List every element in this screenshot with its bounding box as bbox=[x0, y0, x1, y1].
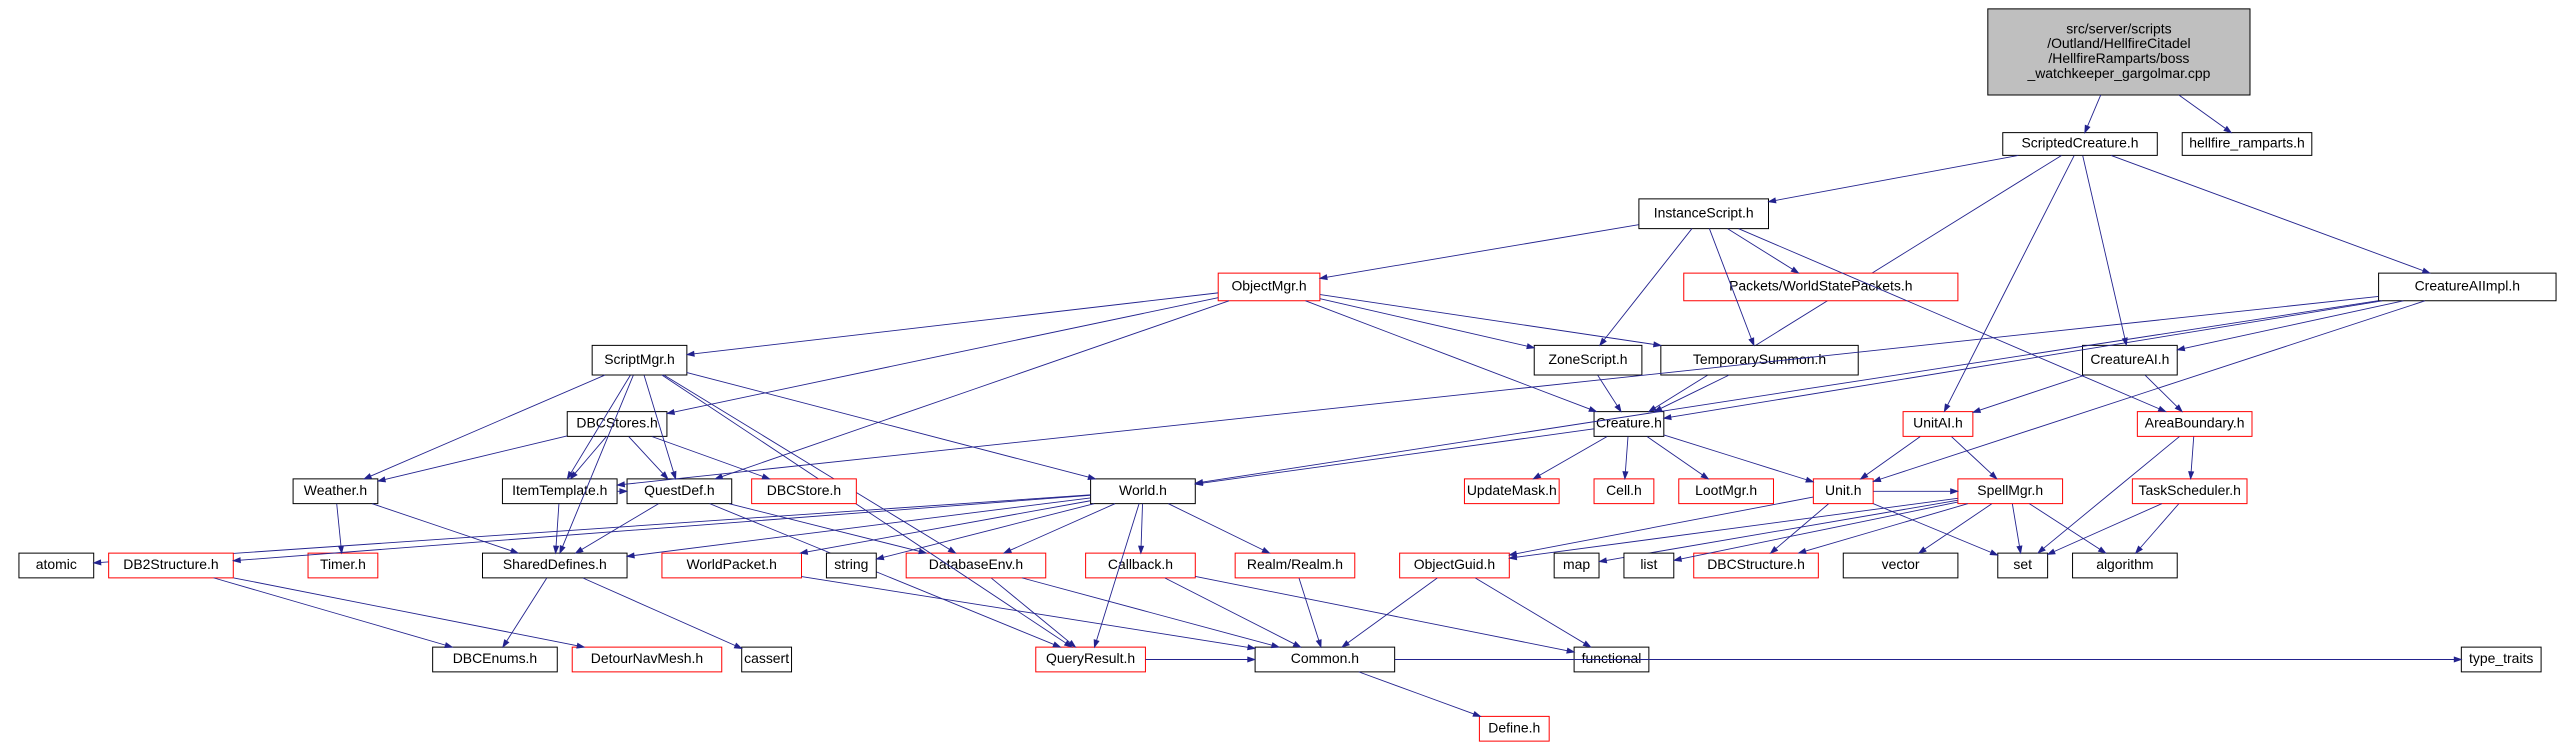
svg-text:algorithm: algorithm bbox=[2096, 556, 2153, 572]
svg-text:Unit.h: Unit.h bbox=[1825, 482, 1861, 498]
svg-text:Define.h: Define.h bbox=[1488, 719, 1540, 735]
svg-text:Cell.h: Cell.h bbox=[1606, 482, 1642, 498]
svg-text:string: string bbox=[834, 556, 868, 572]
svg-text:atomic: atomic bbox=[36, 556, 77, 572]
svg-text:Callback.h: Callback.h bbox=[1108, 556, 1173, 572]
svg-text:vector: vector bbox=[1882, 556, 1920, 572]
svg-text:World.h: World.h bbox=[1119, 482, 1167, 498]
svg-text:TaskScheduler.h: TaskScheduler.h bbox=[2139, 482, 2241, 498]
svg-text:AreaBoundary.h: AreaBoundary.h bbox=[2145, 415, 2245, 431]
svg-text:UpdateMask.h: UpdateMask.h bbox=[1467, 482, 1557, 498]
svg-text:LootMgr.h: LootMgr.h bbox=[1695, 482, 1757, 498]
svg-text:DB2Structure.h: DB2Structure.h bbox=[123, 556, 218, 572]
svg-text:SharedDefines.h: SharedDefines.h bbox=[503, 556, 607, 572]
svg-text:/HellfireRamparts/boss: /HellfireRamparts/boss bbox=[2048, 50, 2189, 66]
svg-text:CreatureAI.h: CreatureAI.h bbox=[2090, 351, 2169, 367]
svg-text:DBCStore.h: DBCStore.h bbox=[767, 482, 841, 498]
svg-text:ScriptMgr.h: ScriptMgr.h bbox=[604, 351, 675, 367]
svg-text:list: list bbox=[1640, 556, 1657, 572]
svg-text:Timer.h: Timer.h bbox=[320, 556, 366, 572]
svg-text:/Outland/HellfireCitadel: /Outland/HellfireCitadel bbox=[2047, 35, 2190, 51]
svg-text:QuestDef.h: QuestDef.h bbox=[644, 482, 715, 498]
svg-text:TemporarySummon.h: TemporarySummon.h bbox=[1693, 351, 1826, 367]
svg-text:type_traits: type_traits bbox=[2469, 650, 2533, 666]
svg-text:InstanceScript.h: InstanceScript.h bbox=[1654, 204, 1754, 220]
svg-text:ScriptedCreature.h: ScriptedCreature.h bbox=[2022, 135, 2139, 151]
svg-text:src/server/scripts: src/server/scripts bbox=[2066, 20, 2171, 36]
svg-text:DatabaseEnv.h: DatabaseEnv.h bbox=[929, 556, 1023, 572]
svg-text:SpellMgr.h: SpellMgr.h bbox=[1977, 482, 2043, 498]
svg-text:hellfire_ramparts.h: hellfire_ramparts.h bbox=[2189, 135, 2304, 151]
svg-text:Realm/Realm.h: Realm/Realm.h bbox=[1247, 556, 1343, 572]
svg-text:ItemTemplate.h: ItemTemplate.h bbox=[512, 482, 607, 498]
svg-text:UnitAI.h: UnitAI.h bbox=[1913, 415, 1963, 431]
svg-text:Creature.h: Creature.h bbox=[1596, 415, 1662, 431]
svg-text:WorldPacket.h: WorldPacket.h bbox=[687, 556, 777, 572]
svg-text:Weather.h: Weather.h bbox=[304, 482, 367, 498]
svg-text:cassert: cassert bbox=[744, 650, 789, 666]
svg-text:_watchkeeper_gargolmar.cpp: _watchkeeper_gargolmar.cpp bbox=[2026, 65, 2210, 81]
svg-text:ObjectMgr.h: ObjectMgr.h bbox=[1231, 278, 1306, 294]
svg-text:ZoneScript.h: ZoneScript.h bbox=[1549, 351, 1628, 367]
svg-text:DetourNavMesh.h: DetourNavMesh.h bbox=[591, 650, 703, 666]
svg-text:map: map bbox=[1563, 556, 1590, 572]
svg-text:DBCStores.h: DBCStores.h bbox=[576, 415, 657, 431]
svg-text:DBCStructure.h: DBCStructure.h bbox=[1707, 556, 1805, 572]
svg-text:functional: functional bbox=[1582, 650, 1642, 666]
svg-text:Common.h: Common.h bbox=[1291, 650, 1359, 666]
svg-text:DBCEnums.h: DBCEnums.h bbox=[453, 650, 537, 666]
svg-text:QueryResult.h: QueryResult.h bbox=[1046, 650, 1135, 666]
svg-text:set: set bbox=[2013, 556, 2032, 572]
svg-text:CreatureAIImpl.h: CreatureAIImpl.h bbox=[2415, 278, 2520, 294]
svg-text:ObjectGuid.h: ObjectGuid.h bbox=[1414, 556, 1495, 572]
